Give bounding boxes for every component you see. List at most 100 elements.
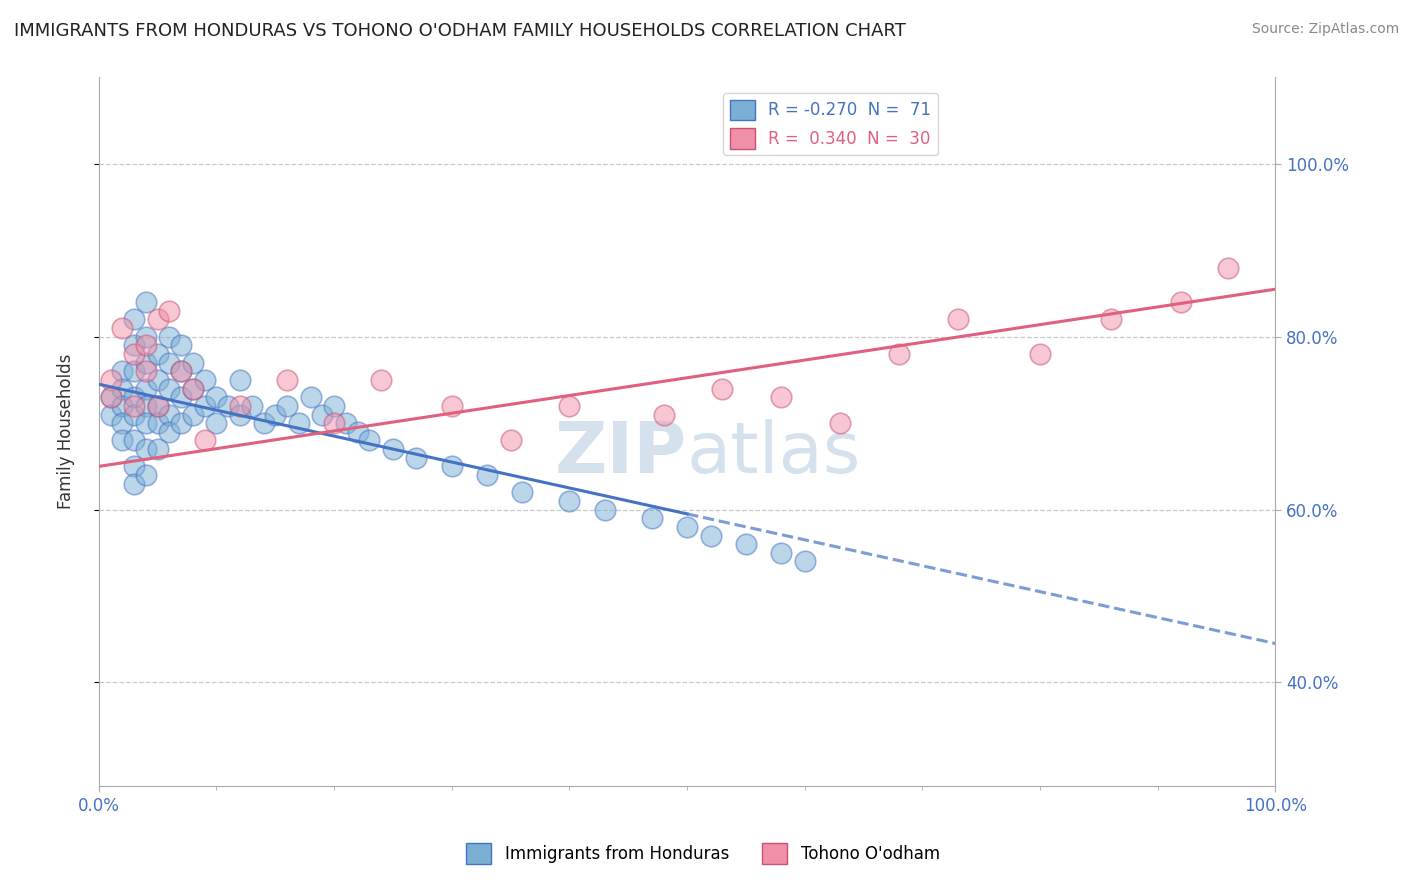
Point xyxy=(252,416,274,430)
Point xyxy=(122,408,145,422)
Point xyxy=(170,390,193,404)
Point xyxy=(111,364,134,378)
Point xyxy=(793,554,815,568)
Point xyxy=(205,390,228,404)
Point xyxy=(122,434,145,448)
Point xyxy=(170,364,193,378)
Point xyxy=(205,416,228,430)
Point xyxy=(335,416,357,430)
Point xyxy=(157,356,180,370)
Point xyxy=(146,399,169,413)
Point xyxy=(311,408,333,422)
Point xyxy=(217,399,239,413)
Point xyxy=(146,312,169,326)
Point xyxy=(1029,347,1052,361)
Point xyxy=(299,390,322,404)
Point xyxy=(122,364,145,378)
Point xyxy=(440,459,463,474)
Point xyxy=(170,416,193,430)
Point xyxy=(359,434,381,448)
Point xyxy=(100,390,122,404)
Point xyxy=(194,373,217,387)
Point xyxy=(122,399,145,413)
Point xyxy=(229,408,252,422)
Point xyxy=(558,494,581,508)
Point xyxy=(135,399,157,413)
Point xyxy=(135,382,157,396)
Point xyxy=(111,321,134,335)
Point xyxy=(229,399,252,413)
Point xyxy=(711,382,734,396)
Point xyxy=(122,390,145,404)
Point xyxy=(499,434,522,448)
Point xyxy=(135,364,157,378)
Point xyxy=(146,399,169,413)
Text: ZIP: ZIP xyxy=(555,418,688,488)
Point xyxy=(122,338,145,352)
Point xyxy=(1170,295,1192,310)
Point xyxy=(440,399,463,413)
Point xyxy=(170,364,193,378)
Point xyxy=(264,408,287,422)
Point xyxy=(157,303,180,318)
Point xyxy=(194,399,217,413)
Point xyxy=(512,485,534,500)
Point xyxy=(135,468,157,483)
Point xyxy=(181,356,204,370)
Point xyxy=(323,399,346,413)
Point xyxy=(475,468,498,483)
Point xyxy=(111,382,134,396)
Point xyxy=(146,416,169,430)
Point xyxy=(181,382,204,396)
Point xyxy=(652,408,675,422)
Text: IMMIGRANTS FROM HONDURAS VS TOHONO O'ODHAM FAMILY HOUSEHOLDS CORRELATION CHART: IMMIGRANTS FROM HONDURAS VS TOHONO O'ODH… xyxy=(14,22,905,40)
Point xyxy=(157,425,180,439)
Point xyxy=(100,373,122,387)
Point xyxy=(146,347,169,361)
Legend: R = -0.270  N =  71, R =  0.340  N =  30: R = -0.270 N = 71, R = 0.340 N = 30 xyxy=(723,93,938,155)
Point xyxy=(135,356,157,370)
Point xyxy=(146,442,169,456)
Point xyxy=(135,442,157,456)
Point xyxy=(135,329,157,343)
Point xyxy=(381,442,404,456)
Point xyxy=(229,373,252,387)
Point xyxy=(288,416,311,430)
Point xyxy=(323,416,346,430)
Point xyxy=(135,295,157,310)
Point xyxy=(181,382,204,396)
Point xyxy=(135,338,157,352)
Point xyxy=(276,399,298,413)
Point xyxy=(276,373,298,387)
Point xyxy=(1099,312,1122,326)
Point xyxy=(146,373,169,387)
Point xyxy=(135,416,157,430)
Point xyxy=(346,425,368,439)
Point xyxy=(122,347,145,361)
Point xyxy=(370,373,392,387)
Point xyxy=(157,408,180,422)
Point xyxy=(111,416,134,430)
Point xyxy=(405,450,427,465)
Point xyxy=(194,434,217,448)
Point xyxy=(1218,260,1240,275)
Point xyxy=(593,502,616,516)
Point xyxy=(122,476,145,491)
Point xyxy=(122,459,145,474)
Text: Source: ZipAtlas.com: Source: ZipAtlas.com xyxy=(1251,22,1399,37)
Point xyxy=(946,312,969,326)
Point xyxy=(100,408,122,422)
Point xyxy=(735,537,758,551)
Point xyxy=(770,390,793,404)
Point xyxy=(240,399,263,413)
Point xyxy=(828,416,851,430)
Point xyxy=(111,434,134,448)
Point xyxy=(641,511,664,525)
Point xyxy=(100,390,122,404)
Point xyxy=(887,347,910,361)
Text: atlas: atlas xyxy=(688,418,862,488)
Point xyxy=(122,312,145,326)
Point xyxy=(111,399,134,413)
Point xyxy=(558,399,581,413)
Point xyxy=(170,338,193,352)
